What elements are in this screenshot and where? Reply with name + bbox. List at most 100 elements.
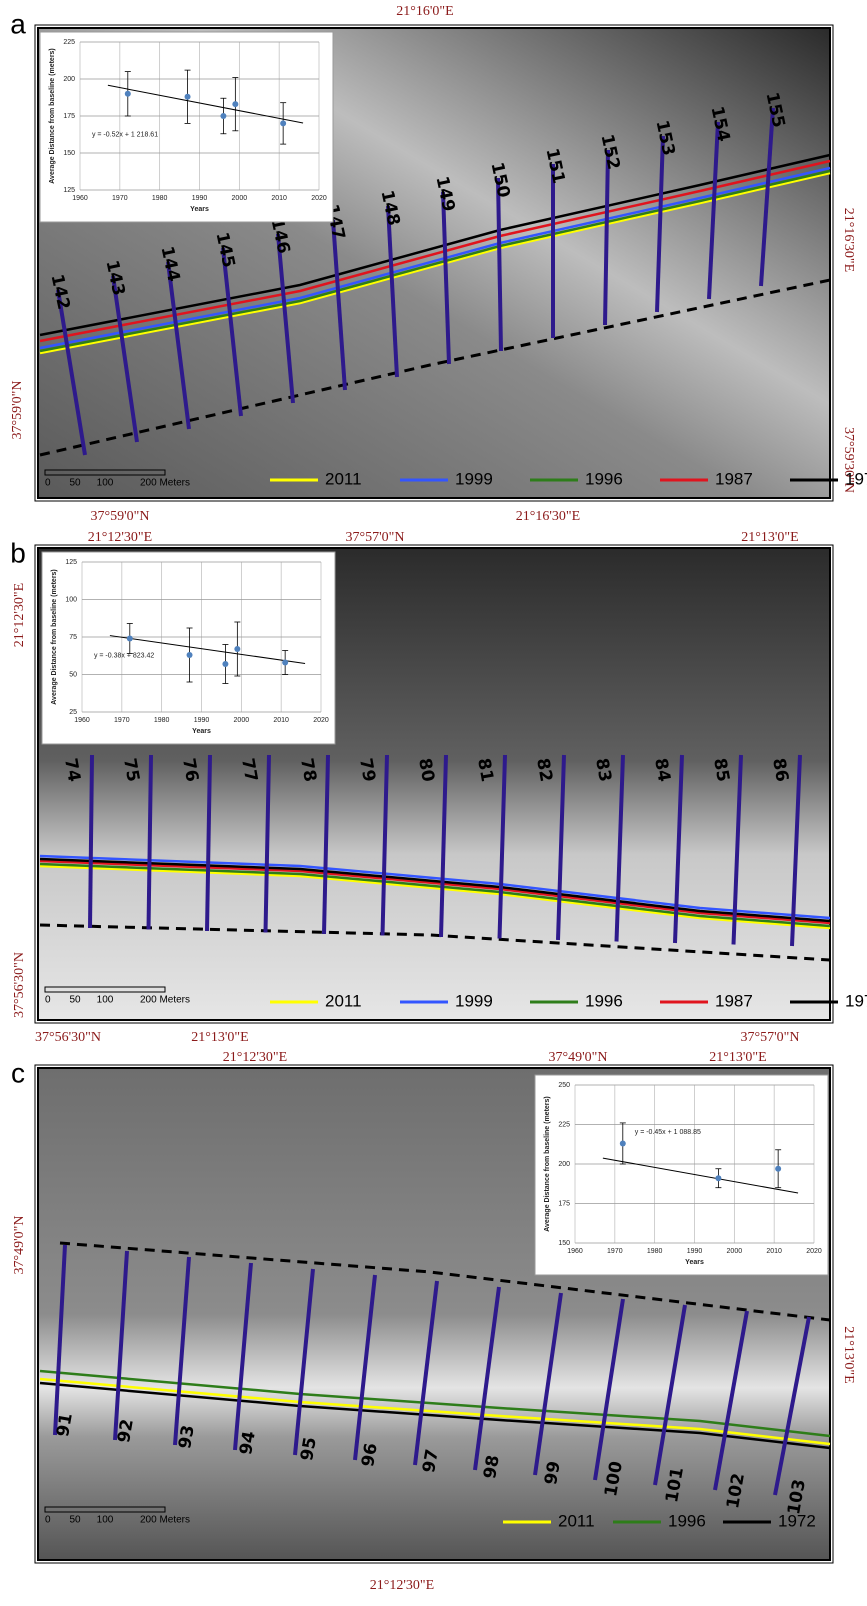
scale-label: 0 [45, 995, 51, 1006]
data-point [715, 1175, 721, 1181]
inset-background [40, 32, 333, 222]
x-tick-label: 2020 [806, 1248, 822, 1255]
legend-label: 1996 [585, 469, 623, 488]
coordinate-label: 21°16'0"E [396, 4, 453, 19]
data-point [620, 1140, 626, 1146]
transect-label: 76 [178, 757, 202, 784]
panel-label: a [10, 8, 26, 39]
coordinate-label: 21°12'30"E [223, 1050, 287, 1065]
coordinate-label: 21°12'30"E [88, 530, 152, 545]
coordinate-label: 21°13'0"E [841, 1326, 856, 1383]
y-axis-label: Average Distance from baseline (meters) [544, 1096, 551, 1232]
y-tick-label: 225 [63, 39, 75, 46]
x-tick-label: 1980 [152, 195, 168, 202]
scale-label: 200 Meters [140, 478, 190, 489]
transect-label: 82 [532, 757, 556, 784]
inset-background [42, 552, 335, 744]
x-tick-label: 1980 [154, 717, 170, 724]
transect-label: 75 [119, 757, 143, 784]
data-point [234, 646, 240, 652]
coordinate-label: 21°12'30"E [370, 1578, 434, 1593]
y-tick-label: 75 [69, 634, 77, 641]
coordinate-label: 37°59'0"N [10, 381, 25, 440]
transect-label: 99 [541, 1460, 565, 1487]
coordinate-label: 37°57'0"N [346, 530, 405, 545]
data-point [220, 113, 226, 119]
transect-label: 94 [236, 1429, 260, 1456]
figure: a21°16'0"E37°59'0"N21°16'30"E37°59'30"N3… [0, 0, 867, 1606]
coordinate-label: 37°56'30"N [35, 1030, 101, 1045]
transect-label: 81 [473, 757, 497, 784]
transect-label: 92 [114, 1418, 138, 1445]
panel-label: b [10, 537, 26, 568]
inset-background [535, 1075, 828, 1275]
x-tick-label: 1970 [112, 195, 128, 202]
legend-label: 1996 [585, 991, 623, 1010]
x-tick-label: 1990 [687, 1248, 703, 1255]
legend-label: 2011 [558, 1511, 595, 1530]
transect-label: 97 [419, 1448, 443, 1475]
transect-label: 79 [355, 757, 379, 784]
y-tick-label: 125 [65, 559, 77, 566]
coordinate-label: 37°59'0"N [91, 509, 150, 524]
x-tick-label: 1960 [72, 195, 88, 202]
coordinate-label: 21°13'0"E [709, 1050, 766, 1065]
trend-equation: y = -0.38x + 823.42 [94, 653, 154, 660]
transect-label: 93 [175, 1424, 199, 1451]
transect-label: 85 [709, 757, 733, 784]
transect-label: 83 [591, 757, 615, 784]
x-tick-label: 2000 [232, 195, 248, 202]
y-tick-label: 175 [63, 113, 75, 120]
legend-label: 1996 [668, 1511, 706, 1530]
data-point [282, 660, 288, 666]
scale-label: 100 [97, 1515, 114, 1526]
coordinate-label: 21°12'30"E [12, 583, 27, 647]
legend-label: 1972 [778, 1511, 816, 1530]
transect-label: 84 [650, 757, 674, 784]
legend-label: 2011 [325, 991, 362, 1010]
data-point [222, 661, 228, 667]
y-tick-label: 200 [63, 76, 75, 83]
legend-label: 1972 [845, 991, 867, 1010]
y-tick-label: 50 [69, 671, 77, 678]
transect-label: 96 [358, 1442, 382, 1469]
scale-label: 200 Meters [140, 995, 190, 1006]
transect-label: 95 [297, 1436, 321, 1463]
transect-label: 98 [480, 1454, 504, 1481]
data-point [185, 94, 191, 100]
x-axis-label: Years [685, 1259, 704, 1266]
scale-label: 50 [69, 1515, 81, 1526]
transect-label: 86 [768, 757, 792, 784]
transect-label: 78 [296, 757, 320, 784]
x-tick-label: 2010 [271, 195, 287, 202]
coordinate-label: 37°56'30"N [12, 952, 27, 1018]
y-tick-label: 150 [63, 150, 75, 157]
transect-label: 80 [414, 757, 438, 784]
x-tick-label: 2010 [766, 1248, 782, 1255]
y-axis-label: Average Distance from baseline (meters) [51, 569, 58, 705]
x-axis-label: Years [192, 728, 211, 735]
data-point [125, 91, 131, 97]
transect-label: 77 [237, 757, 261, 784]
y-tick-label: 150 [558, 1240, 570, 1247]
legend-label: 1987 [715, 469, 753, 488]
data-point [187, 652, 193, 658]
transect-label: 74 [60, 757, 84, 784]
x-tick-label: 1980 [647, 1248, 663, 1255]
coordinate-label: 37°49'0"N [549, 1050, 608, 1065]
scale-label: 50 [69, 995, 81, 1006]
transect [90, 755, 92, 928]
scale-label: 100 [97, 995, 114, 1006]
x-tick-label: 2000 [727, 1248, 743, 1255]
x-tick-label: 2000 [234, 717, 250, 724]
coordinate-label: 37°57'0"N [741, 1030, 800, 1045]
x-tick-label: 2010 [273, 717, 289, 724]
coordinate-label: 21°13'0"E [741, 530, 798, 545]
transect-label: 91 [53, 1412, 77, 1439]
x-axis-label: Years [190, 206, 209, 213]
scale-label: 50 [69, 478, 81, 489]
coordinate-label: 37°49'0"N [12, 1216, 27, 1275]
y-tick-label: 200 [558, 1161, 570, 1168]
legend-label: 1972 [845, 469, 867, 488]
legend-label: 1999 [455, 991, 493, 1010]
